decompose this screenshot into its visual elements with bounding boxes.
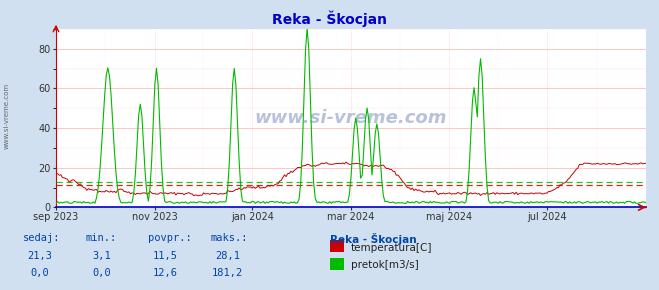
Text: 3,1: 3,1 <box>93 251 111 261</box>
Text: 28,1: 28,1 <box>215 251 240 261</box>
Text: povpr.:: povpr.: <box>148 233 192 243</box>
Text: www.si-vreme.com: www.si-vreme.com <box>254 109 447 127</box>
Text: www.si-vreme.com: www.si-vreme.com <box>3 83 10 149</box>
Text: maks.:: maks.: <box>211 233 248 243</box>
Text: 12,6: 12,6 <box>152 268 177 278</box>
Text: Reka - Škocjan: Reka - Škocjan <box>330 233 416 245</box>
Text: 11,5: 11,5 <box>152 251 177 261</box>
Text: pretok[m3/s]: pretok[m3/s] <box>351 260 418 270</box>
Text: sedaj:: sedaj: <box>23 233 61 243</box>
Text: Reka - Škocjan: Reka - Škocjan <box>272 10 387 27</box>
Text: 0,0: 0,0 <box>30 268 49 278</box>
Text: temperatura[C]: temperatura[C] <box>351 243 432 253</box>
Text: min.:: min.: <box>86 233 117 243</box>
Text: 21,3: 21,3 <box>27 251 52 261</box>
Text: 181,2: 181,2 <box>212 268 243 278</box>
Text: 0,0: 0,0 <box>93 268 111 278</box>
